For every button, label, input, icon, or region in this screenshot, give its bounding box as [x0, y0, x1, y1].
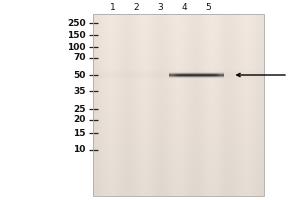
Text: 150: 150	[67, 30, 86, 40]
Text: 100: 100	[67, 43, 86, 51]
Text: 25: 25	[73, 105, 85, 114]
Bar	[93, 14, 264, 196]
Text: 1: 1	[110, 2, 116, 11]
Text: 70: 70	[73, 53, 85, 62]
Text: 2: 2	[134, 2, 139, 11]
Text: 10: 10	[73, 146, 86, 154]
Text: 15: 15	[73, 129, 85, 138]
Text: 20: 20	[73, 116, 86, 124]
Text: 3: 3	[158, 2, 164, 11]
Text: 4: 4	[182, 2, 187, 11]
Text: 35: 35	[73, 87, 85, 96]
Text: 5: 5	[206, 2, 212, 11]
Text: 250: 250	[67, 19, 86, 27]
Text: 50: 50	[73, 71, 86, 79]
